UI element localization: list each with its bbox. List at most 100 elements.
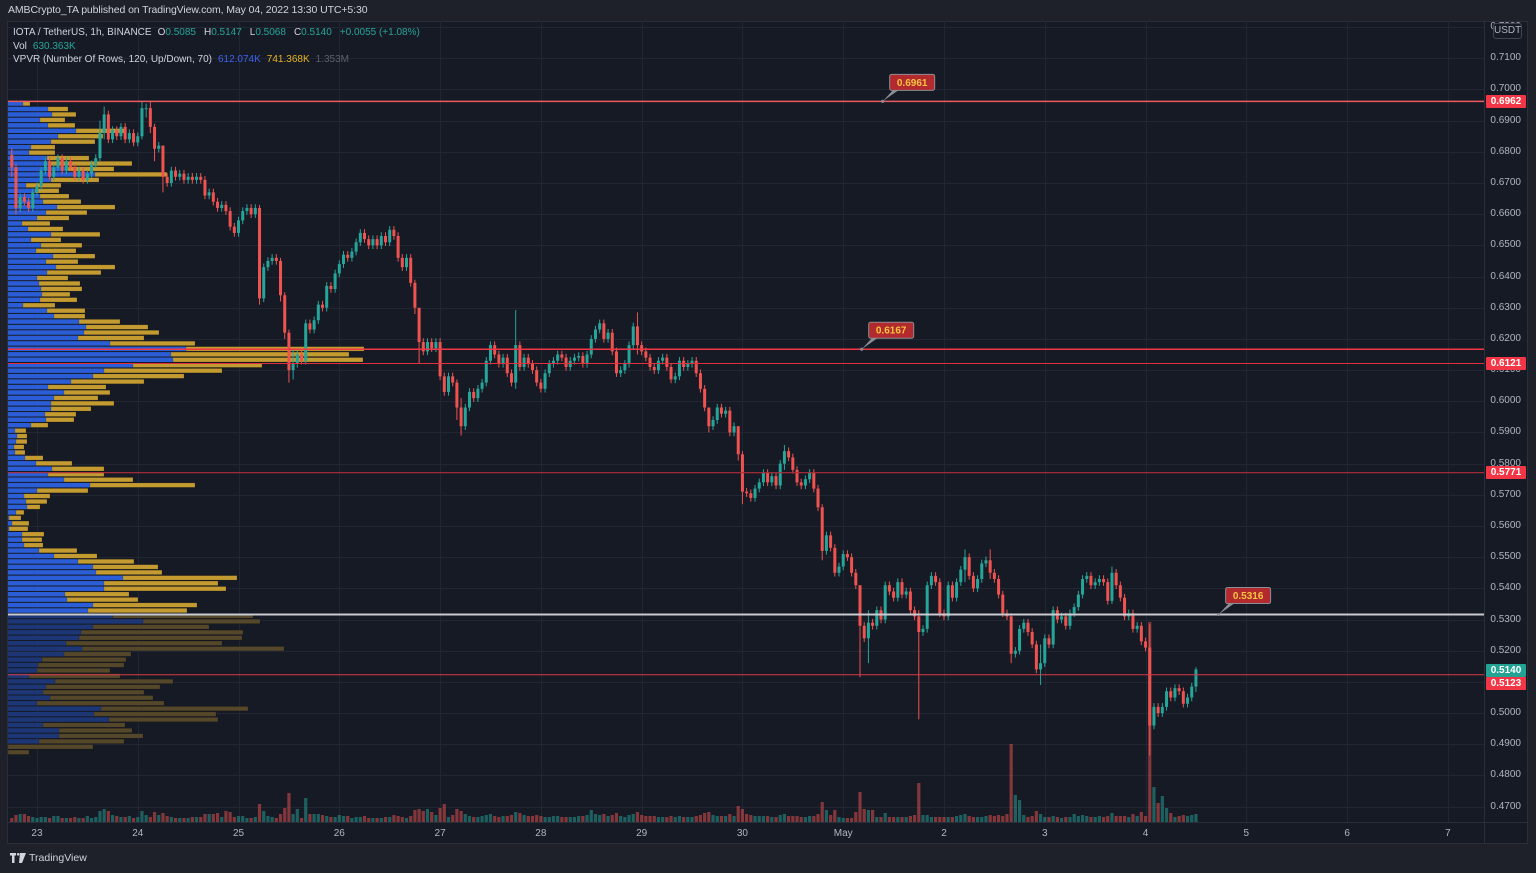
candle-down xyxy=(967,557,971,576)
candle-up xyxy=(35,186,39,193)
volume-bar xyxy=(854,812,858,822)
candle-down xyxy=(73,167,77,177)
candle-up xyxy=(623,363,627,371)
candle-up xyxy=(1190,686,1194,698)
high-value: 0.5147 xyxy=(211,27,242,38)
vpvr-up-bar xyxy=(8,139,51,144)
volume-bar xyxy=(26,816,31,822)
volume-bar xyxy=(207,814,211,822)
legend-main-series[interactable]: IOTA / TetherUS, 1h, BINANCE O 0.5085 H 0.… xyxy=(13,26,428,40)
volume-bar xyxy=(463,814,467,822)
candle-up xyxy=(404,257,408,268)
callout-anchor-dot xyxy=(881,99,885,103)
symbol-title[interactable]: IOTA / TetherUS, 1h, BINANCE xyxy=(13,27,152,38)
candle-up xyxy=(808,472,812,480)
vpvr-down-bar xyxy=(21,531,45,537)
volume-bar xyxy=(698,815,703,822)
volume-bar xyxy=(1085,816,1089,822)
volume-bar xyxy=(556,816,560,822)
vpvr-down-bar xyxy=(49,695,154,701)
price-axis[interactable]: 0.72000.71000.70000.69000.68000.67000.66… xyxy=(1484,21,1528,822)
volume-bar xyxy=(308,814,312,822)
candle-down xyxy=(161,145,165,177)
volume-value: 630.363K xyxy=(32,40,76,52)
volume-bar xyxy=(173,818,178,822)
callout-pointer xyxy=(861,337,879,350)
price-tick-label: 0.6900 xyxy=(1490,114,1521,126)
vpvr-up-bar xyxy=(8,433,17,439)
candle-up xyxy=(984,560,988,564)
candle-down xyxy=(694,360,698,374)
time-tick-label: 26 xyxy=(333,828,345,839)
candle-up xyxy=(186,176,190,180)
volume-bar xyxy=(711,815,715,822)
candle-up xyxy=(1152,706,1156,726)
candle-down xyxy=(850,557,854,573)
candle-down xyxy=(703,388,707,408)
candle-up xyxy=(757,482,761,489)
candle-down xyxy=(106,114,110,140)
vpvr-down-bar xyxy=(40,242,83,248)
volume-bar xyxy=(883,813,887,822)
volume-bar xyxy=(1097,816,1101,822)
volume-bar xyxy=(1122,816,1127,822)
volume-bar xyxy=(526,816,530,822)
vpvr-down-bar xyxy=(47,106,69,112)
volume-bar xyxy=(581,816,585,822)
volume-bar xyxy=(715,816,719,822)
candle-up xyxy=(1076,594,1080,608)
vpvr-down-bar xyxy=(28,673,121,679)
volume-bar xyxy=(980,817,984,822)
volume-bar xyxy=(140,811,144,822)
legend-vpvr[interactable]: VPVR (Number Of Rows, 120, Up/Down, 70) … xyxy=(13,53,428,67)
vpvr-up-bar xyxy=(8,390,64,395)
candle-up xyxy=(1110,572,1114,601)
volume-bar xyxy=(220,817,224,822)
vpvr-up-bar xyxy=(8,466,52,472)
candle-down xyxy=(509,373,513,383)
candle-down xyxy=(900,582,904,595)
volume-bar xyxy=(736,806,740,822)
vpvr-up-bar xyxy=(8,286,41,292)
close-value: 0.5140 xyxy=(301,27,332,38)
volume-bar xyxy=(144,815,148,822)
candle-down xyxy=(216,201,220,208)
volume-bar xyxy=(1143,816,1148,822)
candle-down xyxy=(766,472,770,483)
vpvr-down-bar xyxy=(51,111,77,117)
candle-down xyxy=(505,357,509,374)
volume-bar xyxy=(476,817,480,822)
vpvr-up-bar xyxy=(8,275,37,281)
candle-down xyxy=(845,554,849,558)
volume-bar xyxy=(350,818,354,822)
candle-up xyxy=(589,338,593,355)
tradingview-logo[interactable]: TradingView xyxy=(10,852,87,864)
candle-down xyxy=(934,575,938,583)
volume-bar xyxy=(262,811,266,822)
volume-bar xyxy=(367,818,371,822)
candle-up xyxy=(52,167,56,177)
candle-up xyxy=(157,145,161,149)
callout-box xyxy=(889,73,936,91)
price-tick-label: 0.6000 xyxy=(1490,395,1521,407)
vpvr-down-bar xyxy=(45,259,79,265)
candle-up xyxy=(488,345,492,361)
volume-bar xyxy=(1043,817,1047,822)
vpvr-up-bar xyxy=(8,722,43,728)
legend-volume[interactable]: Vol 630.363K xyxy=(13,40,428,54)
currency-label[interactable]: USDT xyxy=(1493,23,1522,39)
volume-bar xyxy=(47,818,52,822)
candle-down xyxy=(10,154,14,168)
volume-bar xyxy=(1190,815,1194,822)
volume-bar xyxy=(85,816,89,822)
time-axis[interactable]: 23 24 25 26 27 28 29 30 May 2 3 4 5 6 7 xyxy=(7,823,1484,843)
vpvr-up-bar xyxy=(8,215,37,221)
volume-bar xyxy=(203,814,207,822)
vpvr-down-bar xyxy=(47,471,105,477)
vpvr-down-bar xyxy=(14,428,27,434)
volume-bar xyxy=(190,817,194,822)
vpvr-down-bar xyxy=(132,362,263,368)
candle-down xyxy=(892,591,896,598)
candle-down xyxy=(581,356,585,364)
